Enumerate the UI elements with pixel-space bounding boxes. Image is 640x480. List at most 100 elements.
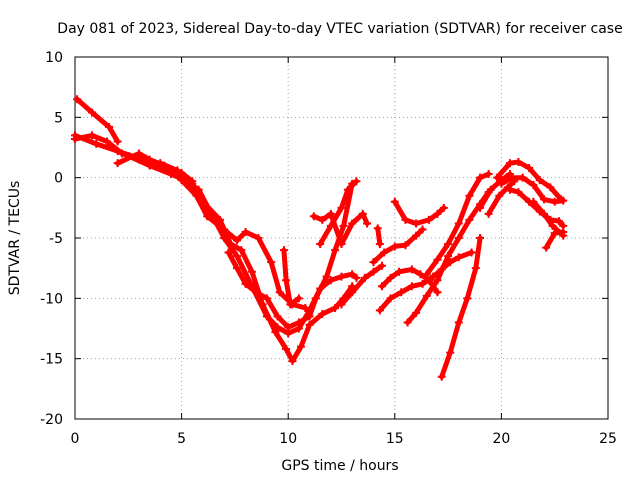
series-arc-4 (113, 149, 310, 312)
data-point (514, 188, 523, 197)
x-tick-label: 20 (492, 431, 510, 447)
chart-title: Day 081 of 2023, Sidereal Day-to-day VTE… (57, 21, 622, 37)
y-tick-label: -20 (40, 412, 63, 428)
data-point (247, 267, 256, 276)
data-point (279, 246, 288, 255)
series-arc-12 (373, 224, 384, 249)
data-point (444, 252, 453, 261)
data-point (331, 246, 340, 255)
data-point (166, 170, 175, 179)
axis-ticks: 0 5 10 15 20 25 -20 -15 -10 -5 0 5 10 (40, 50, 617, 447)
data-point (160, 161, 169, 170)
data-point (343, 185, 352, 194)
data-point (542, 243, 551, 252)
data-point (352, 177, 361, 186)
data-point (401, 215, 410, 224)
series-arc-6 (224, 248, 314, 332)
data-point (484, 170, 493, 179)
data-point (375, 306, 384, 315)
data-point (145, 161, 154, 170)
data-point (273, 312, 282, 321)
data-point (286, 300, 295, 309)
data-point (412, 219, 421, 228)
data-point (88, 131, 97, 140)
data-point (360, 273, 369, 282)
data-point (105, 122, 114, 131)
x-tick-label: 25 (599, 431, 617, 447)
data-point (508, 173, 517, 182)
data-point (403, 318, 412, 327)
data-point (275, 288, 284, 297)
data-point (380, 248, 389, 257)
data-point (559, 196, 568, 205)
data-point (296, 342, 305, 351)
data-point (215, 215, 224, 224)
data-point (73, 95, 82, 104)
data-point (497, 179, 506, 188)
data-point (71, 135, 79, 144)
data-point (390, 197, 399, 206)
data-point (258, 300, 267, 309)
data-point (467, 248, 476, 257)
data-point (454, 318, 463, 327)
data-point (316, 240, 325, 249)
data-point (476, 203, 485, 212)
data-point (369, 258, 378, 267)
y-tick-label: -15 (40, 352, 63, 368)
series-arc-20 (476, 170, 514, 212)
data-point (348, 288, 357, 297)
data-point (418, 225, 427, 234)
x-tick-label: 10 (279, 431, 297, 447)
data-point (518, 173, 527, 182)
data-point (422, 270, 431, 279)
data-point (331, 303, 340, 312)
data-point (529, 197, 538, 206)
data-point (233, 236, 242, 245)
data-point (444, 240, 453, 249)
data-point (373, 224, 382, 233)
data-point (288, 357, 297, 366)
data-point (454, 219, 463, 228)
series-arc-10 (309, 209, 372, 249)
data-point (505, 185, 514, 194)
y-axis-label: SDTVAR / TECUs (7, 181, 23, 296)
data-point (412, 231, 421, 240)
series-line (377, 250, 475, 313)
data-point (433, 288, 442, 297)
data-point (188, 179, 197, 188)
y-tick-label: -5 (49, 231, 63, 247)
series-arc-18 (422, 170, 493, 279)
data-point (433, 209, 442, 218)
data-point (363, 219, 372, 228)
data-point (337, 240, 346, 249)
data-point (540, 195, 549, 204)
data-point (495, 191, 504, 200)
series-arc-11 (337, 261, 387, 309)
data-point (418, 279, 427, 288)
x-tick-label: 15 (386, 431, 404, 447)
data-point (559, 227, 568, 236)
y-tick-label: 0 (54, 171, 63, 187)
data-point (486, 185, 495, 194)
data-point (203, 212, 212, 221)
data-point (546, 183, 555, 192)
series-line (281, 247, 302, 307)
data-point (271, 328, 280, 337)
data-point (241, 227, 250, 236)
data-point (476, 173, 485, 182)
data-point (476, 234, 485, 242)
data-point (378, 282, 387, 291)
data-point (173, 166, 182, 175)
data-point (267, 258, 276, 267)
series-arc-26 (542, 227, 568, 252)
data-point (378, 261, 387, 270)
x-tick-label: 0 (71, 431, 80, 447)
data-point (92, 139, 101, 148)
data-point (471, 264, 480, 273)
data-point (437, 372, 446, 381)
data-point (348, 270, 357, 279)
data-point (113, 159, 122, 168)
data-point (465, 191, 474, 200)
data-point (358, 209, 367, 218)
data-point (505, 159, 514, 168)
